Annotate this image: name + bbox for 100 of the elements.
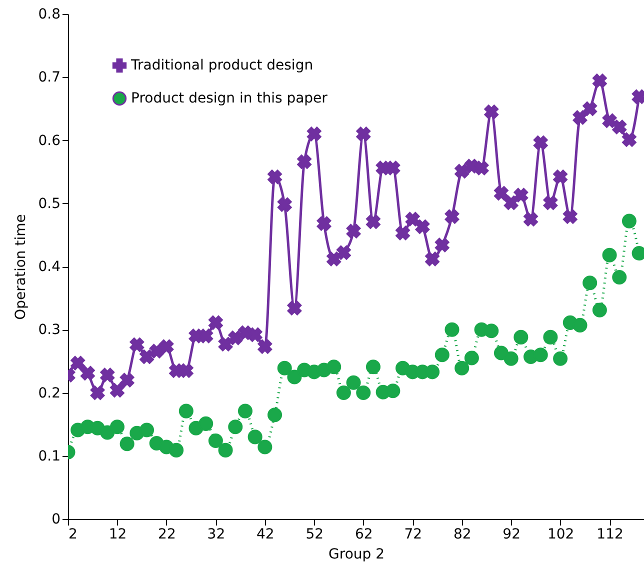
point xyxy=(110,383,124,398)
point xyxy=(228,420,243,434)
point xyxy=(553,351,568,366)
y-tick-label: 0.3 xyxy=(38,322,60,338)
point xyxy=(572,110,588,125)
point xyxy=(622,132,636,147)
point xyxy=(336,245,351,260)
point xyxy=(494,186,508,200)
point xyxy=(444,209,460,224)
point xyxy=(454,360,470,376)
x-tick-label: 82 xyxy=(453,526,472,542)
x-tick-label: 22 xyxy=(158,526,176,542)
point xyxy=(533,348,548,362)
point xyxy=(464,350,479,366)
x-tick-label: 12 xyxy=(108,526,127,542)
point xyxy=(582,101,598,116)
point xyxy=(218,442,233,458)
point xyxy=(120,372,134,388)
point xyxy=(80,366,95,380)
legend-label: Product design in this paper xyxy=(131,90,328,106)
point xyxy=(484,104,499,120)
x-tick-label: 42 xyxy=(256,526,274,542)
y-tick-label: 0.6 xyxy=(38,132,61,149)
point xyxy=(248,430,262,444)
point xyxy=(602,248,617,262)
y-tick-label: 0.8 xyxy=(38,6,60,22)
point xyxy=(434,348,450,362)
point xyxy=(396,226,410,240)
point xyxy=(169,442,184,458)
point xyxy=(100,368,115,382)
point xyxy=(326,252,342,266)
point xyxy=(504,351,518,366)
point xyxy=(434,238,450,252)
point xyxy=(415,220,430,234)
point xyxy=(248,327,262,342)
point xyxy=(612,120,627,134)
point xyxy=(386,384,400,398)
point xyxy=(130,338,144,352)
point xyxy=(228,330,243,346)
point xyxy=(524,212,538,226)
point xyxy=(582,276,598,290)
point xyxy=(444,322,460,337)
point xyxy=(208,433,223,448)
x-axis-title: Group 2 xyxy=(328,546,384,562)
point xyxy=(533,136,548,150)
y-tick-label: 0.5 xyxy=(38,196,60,212)
point xyxy=(149,344,164,358)
point xyxy=(70,356,86,370)
point xyxy=(198,328,214,344)
point xyxy=(198,416,214,431)
y-tick-label: 0 xyxy=(52,512,60,528)
point xyxy=(562,209,578,224)
point xyxy=(514,330,528,344)
point xyxy=(287,300,302,316)
x-tick-label: 72 xyxy=(404,526,422,542)
point xyxy=(592,74,607,88)
point xyxy=(514,188,528,202)
legend-label: Traditional product design xyxy=(130,58,314,74)
point xyxy=(622,214,636,228)
x-tick-label: 2 xyxy=(68,526,78,542)
y-tick-label: 0.4 xyxy=(38,259,61,275)
point xyxy=(602,113,617,128)
point xyxy=(277,197,292,212)
point xyxy=(326,360,342,374)
point xyxy=(425,364,440,380)
point xyxy=(356,385,371,400)
point xyxy=(612,270,627,284)
point xyxy=(159,339,174,354)
x-tick-label: 32 xyxy=(207,526,226,542)
point xyxy=(297,154,312,169)
point xyxy=(268,408,282,422)
point xyxy=(366,360,380,374)
point xyxy=(405,212,420,226)
y-tick-label: 0.1 xyxy=(38,448,60,464)
point xyxy=(178,404,194,418)
point xyxy=(306,126,322,142)
x-tick-label: 62 xyxy=(354,526,373,542)
y-axis-title: Operation time xyxy=(13,214,30,320)
point xyxy=(356,126,371,142)
point xyxy=(90,386,105,400)
point xyxy=(543,330,558,344)
point xyxy=(120,436,134,452)
point xyxy=(336,385,351,400)
point xyxy=(474,160,489,176)
point xyxy=(218,336,233,352)
x-tick-label: 102 xyxy=(547,526,574,542)
point xyxy=(346,375,361,390)
point xyxy=(110,420,124,434)
point xyxy=(140,422,154,438)
x-tick-label: 52 xyxy=(306,526,324,542)
point xyxy=(277,360,292,376)
point xyxy=(238,404,252,418)
point xyxy=(140,350,154,364)
point xyxy=(346,224,361,238)
point xyxy=(504,196,518,210)
point xyxy=(268,170,282,184)
point xyxy=(543,196,558,210)
point xyxy=(316,216,332,231)
x-tick-label: 112 xyxy=(596,526,624,542)
point xyxy=(366,214,380,229)
